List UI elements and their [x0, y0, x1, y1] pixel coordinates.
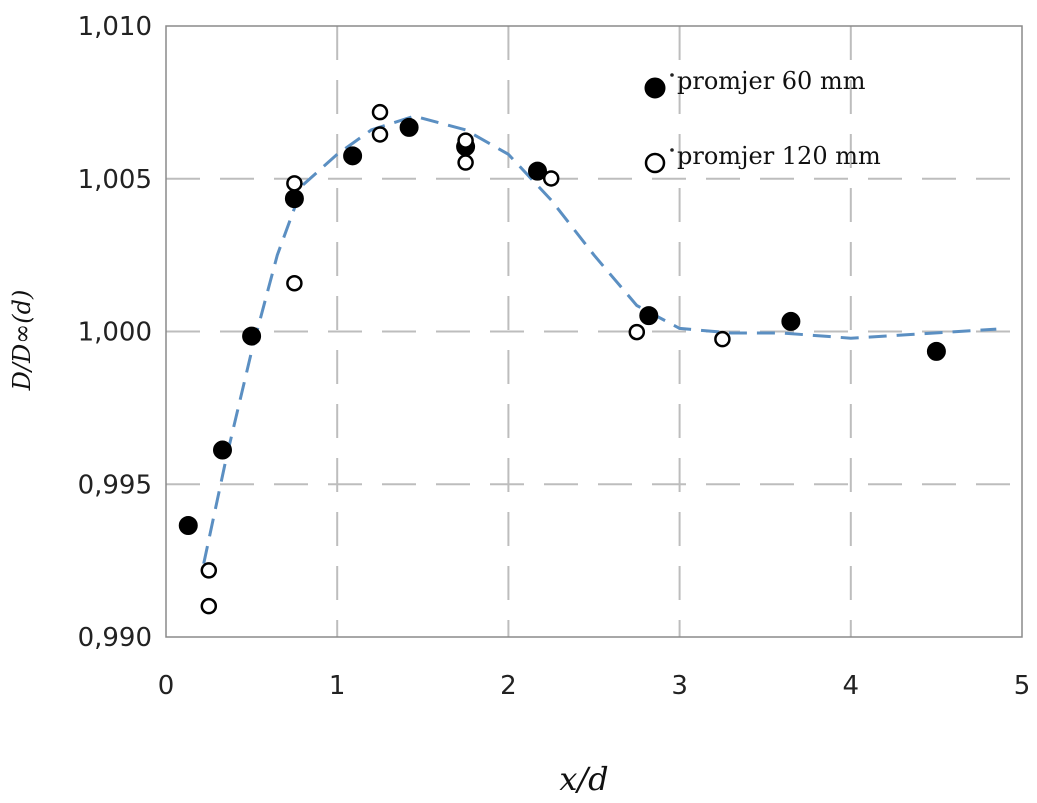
y-tick-label: 1,010	[78, 12, 152, 42]
data-point-120mm	[457, 154, 474, 171]
x-tick-label: 2	[500, 671, 517, 701]
legend-marker-filled	[644, 77, 666, 99]
legend: promjer 60 mm promjer 120 mm	[644, 67, 881, 174]
data-point-120mm	[714, 330, 731, 348]
x-axis-title: x/d	[559, 760, 608, 798]
legend-bullet	[670, 148, 674, 152]
data-point-60mm	[284, 189, 304, 209]
data-point-120mm	[542, 170, 560, 187]
tick-labels: 0 1 2 3 4 5 0,990 0,995 1,000 1,005 1,010	[78, 12, 1031, 701]
x-tick-label: 0	[158, 671, 175, 701]
data-point-60mm	[212, 440, 232, 460]
data-point-120mm	[200, 562, 218, 579]
data-point-120mm	[628, 323, 646, 341]
legend-bullet	[670, 73, 674, 77]
series-layer	[178, 103, 997, 615]
data-point-120mm	[457, 132, 474, 149]
data-point-120mm	[286, 274, 303, 292]
data-point-60mm	[343, 146, 363, 166]
legend-marker-open	[644, 152, 666, 174]
legend-label: promjer 120 mm	[677, 142, 881, 170]
data-point-60mm	[399, 117, 419, 137]
data-point-60mm	[781, 311, 801, 331]
data-point-120mm	[286, 175, 303, 192]
x-tick-label: 3	[671, 671, 688, 701]
grid	[166, 26, 1022, 637]
data-point-120mm	[200, 597, 218, 615]
data-point-60mm	[639, 306, 659, 326]
data-point-120mm	[371, 103, 389, 121]
plot-area	[165, 25, 1023, 638]
data-point-60mm	[528, 161, 548, 181]
data-point-120mm	[371, 126, 389, 143]
data-point-60mm	[926, 341, 946, 361]
x-tick-label: 5	[1014, 671, 1031, 701]
x-tick-label: 4	[843, 671, 860, 701]
legend-label: promjer 60 mm	[677, 67, 866, 95]
data-point-60mm	[242, 326, 262, 346]
data-point-60mm	[178, 515, 198, 535]
y-tick-label: 1,005	[78, 165, 152, 195]
y-tick-label: 0,995	[78, 470, 152, 500]
y-tick-label: 1,000	[78, 318, 152, 348]
y-tick-label: 0,990	[78, 623, 152, 653]
series-1	[200, 103, 731, 615]
y-axis-title: D/D∞(d)	[8, 290, 36, 392]
fit-curve-line	[202, 114, 997, 565]
x-tick-label: 1	[329, 671, 346, 701]
